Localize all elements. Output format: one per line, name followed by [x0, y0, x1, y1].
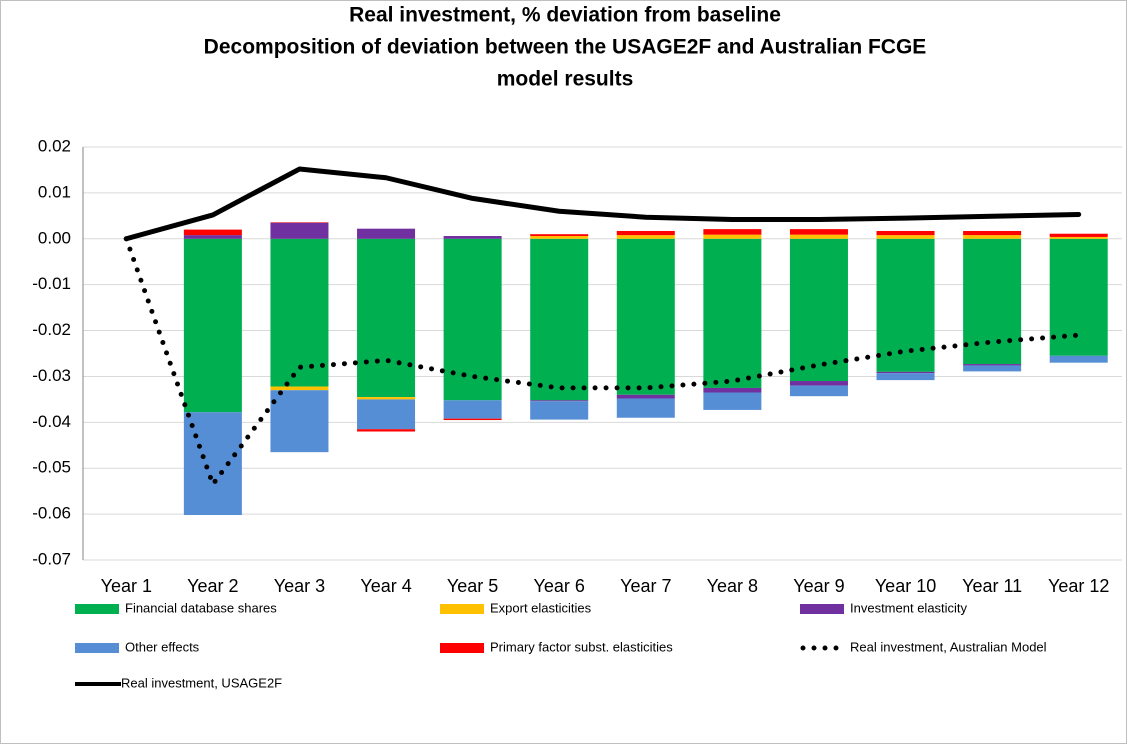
bar-segment [789, 381, 848, 386]
x-tick-label: Year 7 [620, 576, 671, 596]
x-tick-label: Year 6 [534, 576, 585, 596]
bar-segment [183, 235, 242, 239]
legend-swatch [440, 604, 484, 614]
x-tick-label: Year 2 [187, 576, 238, 596]
bar-segment [1049, 355, 1108, 363]
bar-segment [183, 238, 242, 413]
bar-segment [616, 230, 675, 236]
bar-segment [530, 401, 589, 420]
bar-segment [876, 235, 935, 239]
y-tick-label: 0.01 [38, 182, 71, 201]
bar-segment [1049, 238, 1108, 356]
x-tick-label: Year 9 [793, 576, 844, 596]
x-tick-label: Year 4 [360, 576, 411, 596]
legend-swatch [800, 604, 844, 614]
bar-segment [616, 394, 675, 399]
line-series [123, 236, 1082, 487]
x-tick-label: Year 12 [1048, 576, 1109, 596]
bar-segment [183, 412, 242, 516]
bar-segment [963, 230, 1022, 236]
x-tick-label: Year 1 [101, 576, 152, 596]
bar-segment [530, 238, 589, 401]
chart-title: Decomposition of deviation between the U… [204, 36, 927, 59]
bar-segment [270, 222, 329, 239]
bar-segment [616, 235, 675, 239]
bar-segment [270, 238, 329, 387]
bar-segment [703, 234, 762, 239]
bar-segment [530, 234, 589, 237]
bar-segment [270, 390, 329, 453]
legend-label: Other effects [125, 639, 200, 654]
y-tick-label: -0.06 [32, 504, 71, 523]
bar-segment [357, 429, 416, 432]
chart-title: model results [497, 68, 634, 91]
bar-segment [703, 387, 762, 393]
bar-segment [789, 385, 848, 397]
bar-segment [789, 229, 848, 235]
bar-segment [357, 228, 416, 239]
bar-segment [616, 398, 675, 418]
bar-segment [876, 238, 935, 372]
bar-segment [703, 238, 762, 388]
bar-segment [876, 230, 935, 236]
bar-segment [703, 229, 762, 235]
bar-segment [1049, 233, 1108, 237]
bar-segment [963, 235, 1022, 239]
bar-segment [530, 400, 589, 402]
legend-label: Investment elasticity [850, 600, 968, 615]
legend-label: Export elasticities [490, 600, 592, 615]
bar-segment [183, 229, 242, 236]
bar-segment [443, 236, 502, 239]
bar-segment [357, 238, 416, 398]
bar-segment [443, 400, 502, 419]
y-tick-label: -0.02 [32, 320, 71, 339]
bar-segment [357, 399, 416, 430]
bar-segment [270, 386, 329, 391]
x-tick-label: Year 5 [447, 576, 498, 596]
legend-swatch [75, 643, 119, 653]
legend-label: Primary factor subst. elasticities [490, 639, 673, 654]
x-tick-label: Year 10 [875, 576, 936, 596]
y-tick-label: 0.02 [38, 136, 71, 155]
bar-segment [616, 238, 675, 395]
bar-segment [963, 365, 1022, 372]
bar-segment [876, 371, 935, 374]
legend-label: Real investment, Australian Model [850, 639, 1047, 654]
bar-segment [1049, 236, 1108, 239]
legend-swatch [440, 643, 484, 653]
y-tick-label: 0.00 [38, 228, 71, 247]
bar-segment [357, 397, 416, 400]
bar-segment [876, 373, 935, 381]
bar-segment [963, 238, 1022, 365]
bar-segment [789, 238, 848, 382]
legend-label: Financial database shares [125, 600, 277, 615]
y-tick-label: -0.01 [32, 274, 71, 293]
legend-label: Real investment, USAGE2F [121, 675, 282, 690]
x-tick-label: Year 8 [707, 576, 758, 596]
y-tick-label: -0.07 [32, 549, 71, 568]
line-series [123, 166, 1082, 242]
bar-segment [530, 236, 589, 239]
y-tick-label: -0.04 [32, 412, 71, 431]
y-tick-label: -0.05 [32, 458, 71, 477]
bar-segment [789, 234, 848, 239]
y-tick-label: -0.03 [32, 366, 71, 385]
bar-segment [963, 364, 1022, 366]
bar-segment [703, 392, 762, 410]
x-tick-label: Year 3 [274, 576, 325, 596]
legend-swatch [75, 604, 119, 614]
chart-title: Real investment, % deviation from baseli… [349, 4, 781, 27]
bar-segment [443, 418, 502, 421]
x-tick-label: Year 11 [962, 576, 1022, 596]
